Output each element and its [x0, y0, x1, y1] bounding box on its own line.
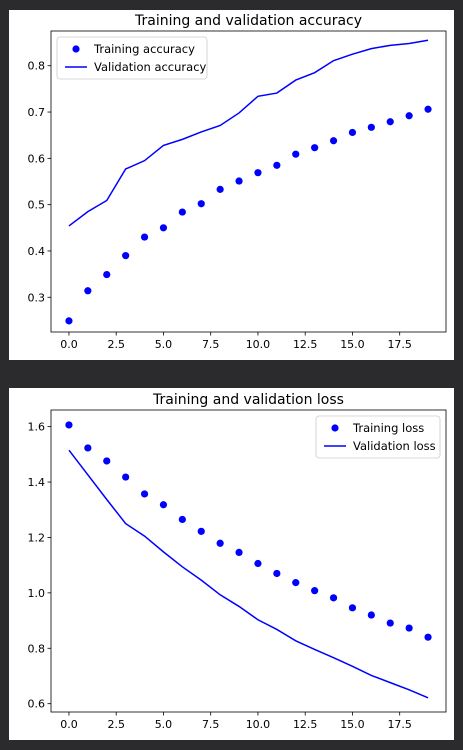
- data-point-training-accuracy: [84, 287, 92, 295]
- data-point-training-accuracy: [424, 105, 432, 113]
- data-point-training-loss: [159, 501, 168, 509]
- legend-label: Training loss: [352, 421, 424, 435]
- y-tick-label: 0.4: [28, 245, 46, 258]
- x-tick-label: 5.0: [155, 718, 173, 731]
- data-point-training-accuracy: [292, 150, 300, 158]
- x-tick-label: 10.0: [246, 338, 271, 351]
- legend-label: Validation accuracy: [94, 60, 207, 74]
- legend: Training accuracy Validation accuracy: [56, 36, 208, 80]
- legend-label: Validation loss: [353, 439, 436, 453]
- data-point-training-loss: [84, 444, 92, 452]
- x-tick-label: 2.5: [107, 338, 125, 351]
- data-point-training-accuracy: [65, 317, 73, 325]
- data-point-training-loss: [424, 633, 432, 641]
- accuracy-chart-panel: Training and validation accuracy 0.0 2.5 5.…: [9, 10, 454, 360]
- data-point-training-loss: [103, 457, 111, 465]
- data-point-training-accuracy: [348, 128, 357, 137]
- legend-box: [56, 36, 208, 80]
- x-tick-label: 10.0: [246, 718, 271, 731]
- data-point-training-loss: [311, 587, 319, 595]
- data-point-training-accuracy: [273, 161, 281, 169]
- x-tick-label: 12.5: [293, 718, 318, 731]
- y-tick-label: 0.6: [28, 152, 46, 165]
- legend-marker-swatch: [331, 424, 339, 432]
- data-point-training-loss: [348, 604, 357, 612]
- data-point-training-loss: [65, 421, 73, 429]
- x-tick-label: 17.5: [387, 338, 412, 351]
- data-point-training-accuracy: [386, 118, 394, 126]
- legend-marker-swatch: [72, 45, 80, 53]
- data-point-training-accuracy: [311, 144, 319, 152]
- data-point-training-accuracy: [367, 123, 375, 131]
- accuracy-chart: Training and validation accuracy 0.0 2.5 5.…: [28, 13, 447, 351]
- data-point-training-accuracy: [159, 224, 168, 232]
- y-tick-label: 1.6: [28, 421, 46, 434]
- data-point-training-loss: [405, 624, 413, 632]
- chart-title: Training and validation accuracy: [134, 13, 362, 29]
- series-line-validation-loss: [68, 449, 429, 699]
- data-point-training-loss: [367, 611, 375, 619]
- data-point-training-loss: [216, 539, 224, 547]
- y-tick-label: 1.2: [28, 531, 46, 544]
- x-tick-label: 0.0: [60, 338, 78, 351]
- legend-label: Training accuracy: [93, 42, 195, 56]
- y-tick-label: 0.8: [28, 60, 46, 73]
- data-point-training-accuracy: [140, 233, 149, 241]
- x-tick-label: 17.5: [387, 718, 412, 731]
- data-point-training-loss: [197, 527, 205, 535]
- data-point-training-accuracy: [197, 200, 205, 208]
- x-tick-label: 0.0: [60, 718, 78, 731]
- data-point-training-loss: [122, 473, 130, 481]
- y-tick-label: 0.3: [28, 291, 46, 304]
- data-point-training-loss: [235, 548, 243, 557]
- y-tick-label: 0.8: [28, 642, 46, 655]
- data-point-training-accuracy: [329, 137, 338, 145]
- data-point-training-loss: [140, 490, 149, 498]
- y-tick-label: 0.6: [28, 698, 46, 711]
- data-point-training-accuracy: [254, 169, 262, 177]
- loss-chart: Training and validation loss 0.0 2.5 5.0 7.5…: [28, 392, 447, 731]
- data-point-training-loss: [273, 569, 281, 578]
- y-tick-label: 0.7: [28, 106, 46, 119]
- x-tick-label: 15.0: [340, 338, 365, 351]
- x-tick-label: 7.5: [202, 338, 220, 351]
- data-point-training-loss: [329, 594, 338, 602]
- x-tick-label: 15.0: [340, 718, 365, 731]
- series-line-validation-accuracy: [68, 39, 429, 227]
- axes-frame: [50, 409, 447, 713]
- chart-title: Training and validation loss: [152, 392, 344, 408]
- data-point-training-accuracy: [122, 251, 130, 260]
- data-point-training-loss: [178, 515, 186, 524]
- x-tick-label: 7.5: [202, 718, 220, 731]
- legend: Training loss Validation loss: [315, 415, 441, 459]
- data-point-training-loss: [386, 619, 394, 627]
- data-point-training-accuracy: [103, 270, 111, 279]
- loss-chart-panel: Training and validation loss 0.0 2.5 5.0 7.5…: [9, 388, 454, 740]
- y-tick-label: 1.4: [28, 476, 46, 489]
- data-point-training-accuracy: [235, 177, 243, 185]
- x-tick-label: 12.5: [293, 338, 318, 351]
- y-tick-label: 1.0: [28, 587, 46, 600]
- x-tick-label: 2.5: [107, 718, 125, 731]
- data-point-training-loss: [254, 559, 262, 568]
- y-tick-label: 0.5: [28, 199, 46, 212]
- legend-box: [315, 415, 441, 459]
- axes-frame: [50, 30, 447, 333]
- data-point-training-accuracy: [405, 112, 413, 120]
- data-point-training-accuracy: [178, 208, 186, 216]
- data-point-training-accuracy: [216, 185, 224, 193]
- x-tick-label: 5.0: [155, 338, 173, 351]
- data-point-training-loss: [292, 579, 300, 587]
